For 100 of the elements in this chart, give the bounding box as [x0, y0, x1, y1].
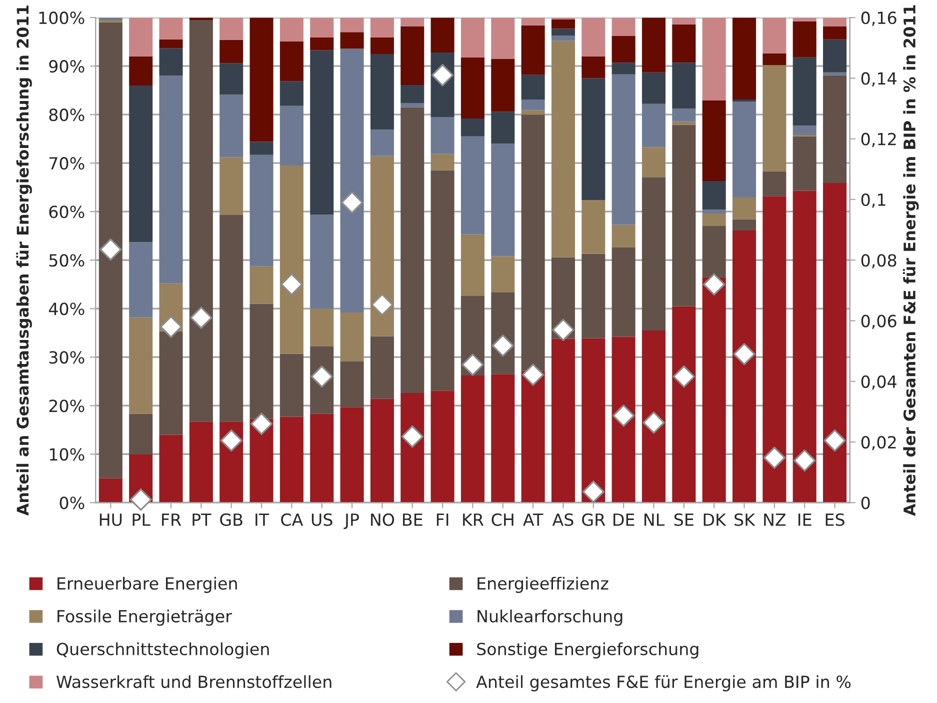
- point: [763, 446, 786, 469]
- bar: [582, 200, 606, 254]
- bar: [189, 20, 213, 422]
- bar: [159, 39, 183, 48]
- bar: [582, 254, 606, 338]
- bar: [612, 224, 636, 248]
- bar: [129, 414, 153, 454]
- bar: [280, 41, 304, 82]
- bar: [129, 85, 153, 242]
- bar: [672, 62, 696, 109]
- bar: [702, 226, 726, 278]
- bar: [521, 110, 545, 115]
- x-tick-label: PT: [192, 514, 212, 526]
- bar: [400, 18, 424, 26]
- bar: [642, 104, 666, 148]
- point: [492, 334, 514, 357]
- x-tick-label: US: [312, 513, 332, 526]
- x-tick-label: IT: [256, 514, 270, 526]
- point: [220, 429, 242, 452]
- point: [190, 306, 212, 329]
- y-tick-label: 60%: [49, 206, 84, 218]
- bar: [612, 36, 636, 63]
- bar: [642, 147, 666, 178]
- bar: [129, 242, 153, 318]
- bar: [762, 53, 786, 66]
- point: [522, 364, 544, 386]
- bar: [672, 306, 696, 503]
- bar: [250, 304, 274, 419]
- x-tick-label: IE: [798, 514, 812, 526]
- bar: [340, 48, 364, 312]
- y-tick-label: 70%: [49, 157, 84, 170]
- y2-axis-title: Anteil der Gesamten F&E für Energie im BIP in % in 2011: [902, 5, 919, 516]
- bar: [521, 74, 545, 100]
- bar: [762, 196, 786, 503]
- bar: [551, 338, 575, 503]
- bar: [491, 374, 515, 503]
- bar: [732, 230, 756, 503]
- bar: [702, 181, 726, 210]
- bar: [220, 94, 244, 158]
- bar: [762, 65, 786, 172]
- bar: [280, 416, 304, 503]
- bar: [732, 18, 756, 100]
- x-tick-label: SK: [734, 513, 756, 526]
- bar: [672, 108, 696, 122]
- bar: [460, 57, 484, 118]
- legend-label: Querschnittstechnologien: [56, 642, 269, 659]
- bar: [370, 156, 394, 336]
- bar: [220, 215, 244, 422]
- bar: [612, 18, 636, 36]
- bar: [762, 171, 786, 196]
- bar: [491, 144, 515, 256]
- bar: [400, 85, 424, 103]
- bar: [220, 40, 244, 64]
- y-tick-label: 90%: [49, 60, 84, 73]
- legend-label: Erneuerbare Energien: [58, 576, 237, 593]
- bar: [430, 170, 454, 391]
- bar: [370, 54, 394, 130]
- bar: [460, 18, 484, 58]
- bar: [823, 26, 847, 40]
- x-tick-label: DK: [704, 514, 726, 526]
- bar: [310, 37, 334, 50]
- bar: [612, 74, 636, 225]
- bar: [823, 72, 847, 76]
- bar: [792, 190, 816, 503]
- x-tick-label: GB: [220, 513, 242, 526]
- bar: [792, 18, 816, 22]
- bar: [220, 18, 244, 40]
- bar: [521, 25, 545, 75]
- x-tick-label: CH: [492, 513, 514, 526]
- bar: [672, 121, 696, 125]
- bar: [250, 18, 274, 142]
- bar: [129, 317, 153, 414]
- bar: [823, 39, 847, 72]
- y2-tick-label: 0,14: [861, 72, 896, 86]
- bar: [792, 21, 816, 58]
- bar: [582, 338, 606, 503]
- bar: [430, 117, 454, 154]
- legend-label: Fossile Energieträger: [58, 610, 232, 626]
- bar: [792, 126, 816, 135]
- bar: [732, 198, 756, 220]
- bar: [340, 407, 364, 503]
- y2-tick-label: 0: [861, 496, 870, 510]
- bar: [702, 210, 726, 214]
- bar: [672, 24, 696, 63]
- y-axis-title: Anteil an Gesamtausgaben für Energieforschung in 2011: [16, 6, 32, 516]
- bar: [400, 26, 424, 85]
- bar: [310, 50, 334, 215]
- x-tick-label: BE: [403, 514, 422, 526]
- legend-label: Sonstige Energieforschung: [477, 642, 698, 659]
- bar: [250, 142, 274, 155]
- bar: [732, 101, 756, 198]
- bar: [280, 18, 304, 42]
- bar: [430, 18, 454, 52]
- x-tick-label: ES: [826, 513, 844, 526]
- bar: [491, 256, 515, 292]
- x-tick-label: PL: [132, 514, 150, 526]
- bar: [310, 18, 334, 38]
- x-tick-label: AS: [552, 513, 574, 526]
- bar: [460, 376, 484, 503]
- bar: [98, 22, 122, 478]
